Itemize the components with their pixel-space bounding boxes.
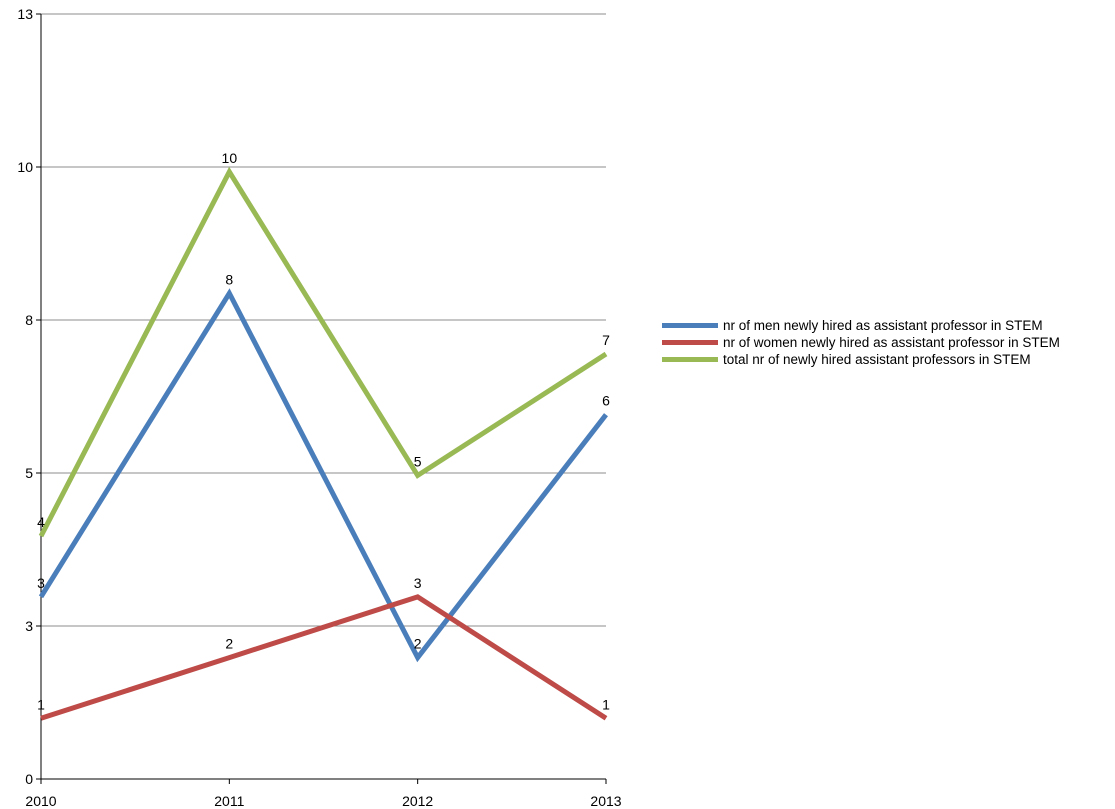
data-label: 2: [225, 636, 233, 652]
y-tick-label: 5: [25, 465, 33, 481]
data-label: 1: [37, 696, 45, 712]
y-tick-label: 0: [25, 771, 33, 787]
y-tick-label: 3: [25, 618, 33, 634]
legend-label-total: total nr of newly hired assistant profes…: [723, 352, 1031, 367]
x-axis-tick-labels: 2010 2011 2012 2013: [25, 793, 621, 809]
x-tick-label: 2012: [402, 793, 433, 809]
legend-item-total: total nr of newly hired assistant profes…: [662, 351, 1060, 368]
x-tick-label: 2013: [590, 793, 621, 809]
y-tick-label: 10: [17, 159, 33, 175]
legend-swatch-women: [662, 340, 718, 345]
legend: nr of men newly hired as assistant profe…: [662, 317, 1060, 368]
legend-swatch-total: [662, 357, 718, 362]
legend-item-women: nr of women newly hired as assistant pro…: [662, 334, 1060, 351]
data-label: 2: [414, 636, 422, 652]
legend-label-men: nr of men newly hired as assistant profe…: [723, 318, 1043, 333]
data-label: 7: [602, 332, 610, 348]
axes: [36, 13, 607, 784]
data-label: 10: [222, 150, 238, 166]
data-labels: 3 8 2 6 1 2 3 1 4 10 5 7: [37, 150, 610, 712]
y-tick-label: 8: [25, 312, 33, 328]
y-axis-tick-labels: 0 3 5 8 10 13: [17, 6, 33, 787]
data-label: 8: [225, 271, 233, 287]
data-label: 3: [37, 575, 45, 591]
x-tick-label: 2010: [25, 793, 56, 809]
series-line-1: [40, 594, 608, 721]
legend-item-men: nr of men newly hired as assistant profe…: [662, 317, 1060, 334]
legend-label-women: nr of women newly hired as assistant pro…: [723, 335, 1060, 350]
legend-swatch-men: [662, 323, 718, 328]
y-tick-label: 13: [17, 6, 33, 22]
series-line-0: [38, 288, 608, 663]
data-label: 1: [602, 696, 610, 712]
data-label: 6: [602, 393, 610, 409]
series-lines: [38, 166, 608, 721]
data-label: 4: [37, 514, 45, 530]
series-line-2: [38, 166, 608, 538]
x-tick-label: 2011: [214, 793, 244, 809]
data-label: 5: [414, 453, 422, 469]
data-label: 3: [414, 575, 422, 591]
